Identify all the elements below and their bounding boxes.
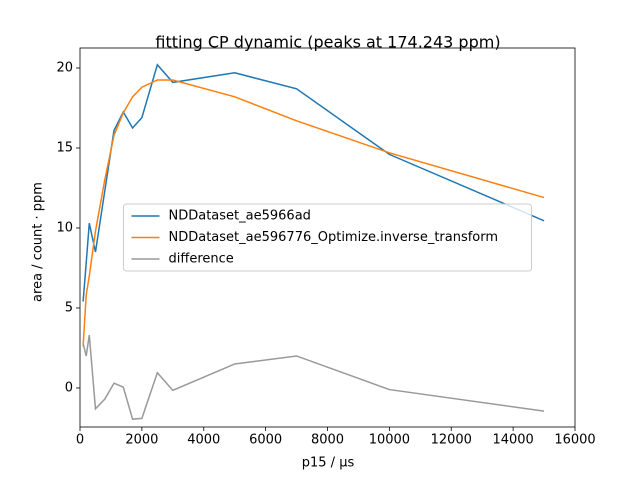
x-tick-label: 4000 <box>187 433 220 448</box>
x-tick-label: 0 <box>76 433 84 448</box>
legend-label: NDDataset_ae5966ad <box>169 209 311 224</box>
x-tick-label: 14000 <box>492 433 533 448</box>
y-tick-label: 10 <box>56 220 73 235</box>
x-tick-label: 12000 <box>431 433 472 448</box>
series-line <box>82 335 545 420</box>
series-line <box>82 63 545 302</box>
x-tick-label: 2000 <box>125 433 158 448</box>
x-tick-label: 16000 <box>554 433 595 448</box>
x-tick-label: 6000 <box>249 433 282 448</box>
legend-label: difference <box>169 252 234 267</box>
y-tick-label: 5 <box>65 300 73 315</box>
x-tick-label: 10000 <box>369 433 410 448</box>
legend: NDDataset_ae5966ad NDDataset_ae596776_Opt… <box>123 203 532 272</box>
chart-title: fitting CP dynamic (peaks at 174.243 ppm… <box>155 33 500 52</box>
x-axis-label: p15 / µs <box>302 456 355 471</box>
y-tick-label: 0 <box>65 380 73 395</box>
y-axis-label: area / count · ppm <box>31 182 46 302</box>
series-line <box>82 79 545 347</box>
y-tick-label: 15 <box>56 140 73 155</box>
legend-label: NDDataset_ae596776_Optimize.inverse_tran… <box>169 230 499 245</box>
plot-frame <box>79 47 576 428</box>
y-tick-label: 20 <box>56 60 73 75</box>
x-tick-label: 8000 <box>311 433 344 448</box>
legend-box <box>123 203 532 272</box>
